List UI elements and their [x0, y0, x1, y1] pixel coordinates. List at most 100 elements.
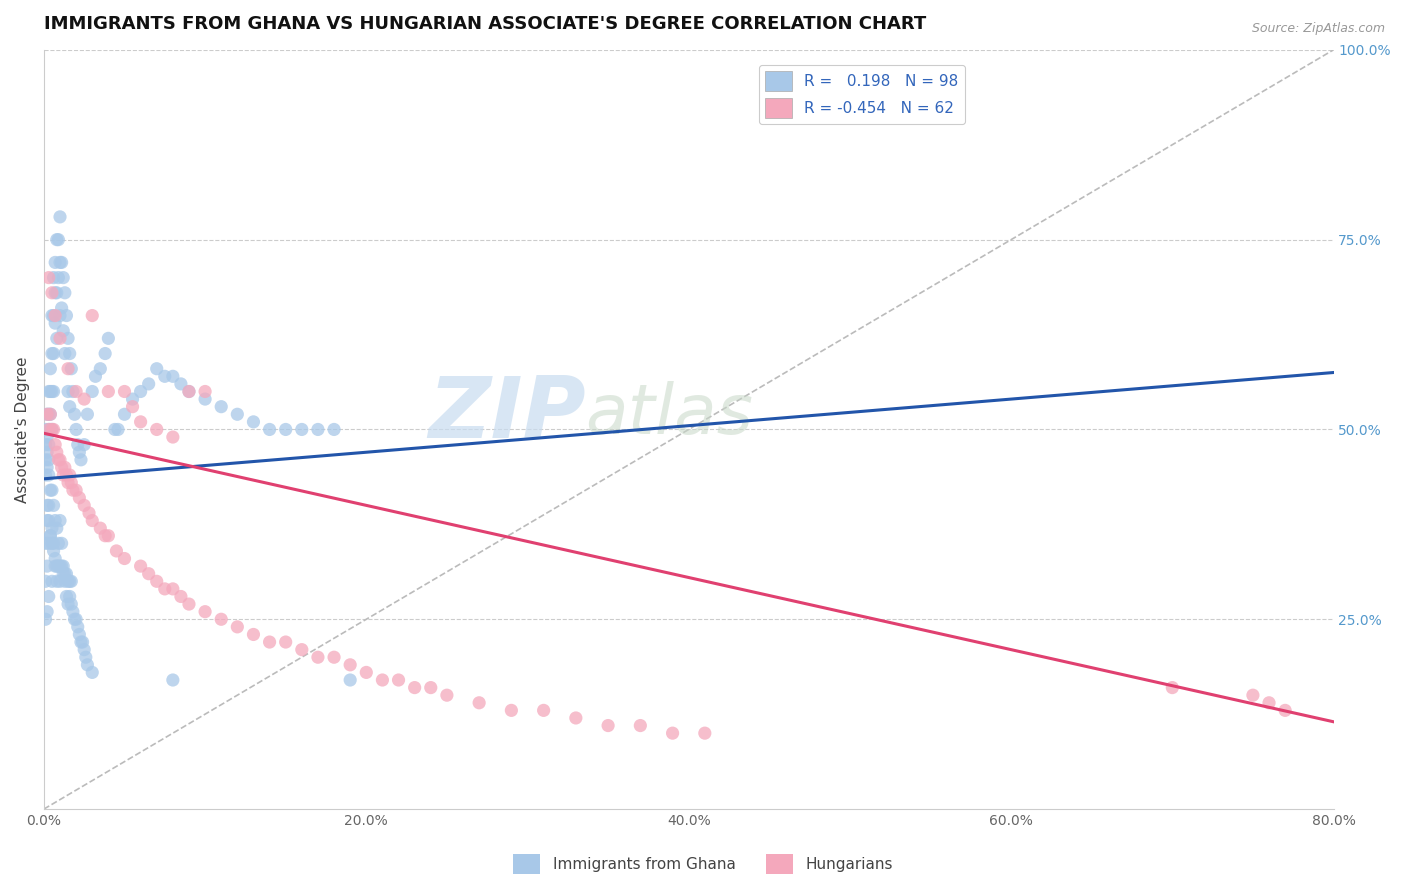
- Point: [39, 529, 62, 543]
- Point: [274, 635, 297, 649]
- Point: [565, 711, 588, 725]
- Point: [291, 422, 314, 436]
- Point: [41, 536, 63, 550]
- Point: [41, 346, 63, 360]
- Point: [51, 559, 73, 574]
- Point: [307, 650, 329, 665]
- Point: [73, 499, 96, 513]
- Point: [38, 468, 60, 483]
- Y-axis label: Associate's Degree: Associate's Degree: [15, 356, 30, 503]
- Point: [177, 384, 200, 399]
- Point: [1241, 688, 1264, 702]
- Point: [34, 452, 56, 467]
- Point: [66, 437, 89, 451]
- Point: [55, 309, 77, 323]
- Point: [49, 331, 72, 345]
- Text: IMMIGRANTS FROM GHANA VS HUNGARIAN ASSOCIATE'S DEGREE CORRELATION CHART: IMMIGRANTS FROM GHANA VS HUNGARIAN ASSOC…: [44, 15, 927, 33]
- Point: [70, 452, 93, 467]
- Point: [49, 452, 72, 467]
- Point: [121, 392, 143, 406]
- Point: [44, 285, 66, 300]
- Point: [34, 422, 56, 436]
- Point: [63, 407, 86, 421]
- Point: [628, 718, 651, 732]
- Point: [37, 559, 59, 574]
- Point: [44, 255, 66, 269]
- Point: [38, 536, 60, 550]
- Point: [37, 499, 59, 513]
- Point: [56, 361, 79, 376]
- Point: [56, 384, 79, 399]
- Point: [209, 400, 232, 414]
- Point: [339, 657, 361, 672]
- Point: [194, 384, 217, 399]
- Point: [105, 544, 128, 558]
- Point: [468, 696, 491, 710]
- Point: [114, 551, 136, 566]
- Point: [55, 566, 77, 581]
- Point: [339, 673, 361, 687]
- Point: [45, 233, 67, 247]
- Point: [44, 551, 66, 566]
- Point: [53, 346, 76, 360]
- Point: [53, 460, 76, 475]
- Point: [38, 422, 60, 436]
- Point: [49, 574, 72, 589]
- Point: [162, 369, 184, 384]
- Point: [44, 316, 66, 330]
- Point: [59, 400, 82, 414]
- Point: [39, 407, 62, 421]
- Point: [56, 475, 79, 490]
- Point: [114, 384, 136, 399]
- Point: [42, 536, 65, 550]
- Point: [65, 612, 87, 626]
- Point: [129, 384, 152, 399]
- Point: [138, 376, 160, 391]
- Point: [37, 605, 59, 619]
- Point: [44, 309, 66, 323]
- Point: [42, 346, 65, 360]
- Point: [51, 255, 73, 269]
- Point: [162, 430, 184, 444]
- Point: [42, 384, 65, 399]
- Point: [82, 514, 104, 528]
- Point: [436, 688, 458, 702]
- Point: [162, 582, 184, 596]
- Point: [76, 657, 98, 672]
- Point: [52, 468, 75, 483]
- Point: [97, 331, 120, 345]
- Point: [242, 627, 264, 641]
- Point: [598, 718, 620, 732]
- Point: [77, 506, 100, 520]
- Point: [34, 574, 56, 589]
- Point: [59, 574, 82, 589]
- Point: [41, 521, 63, 535]
- Point: [67, 491, 90, 505]
- Text: atlas: atlas: [585, 381, 754, 448]
- Point: [44, 514, 66, 528]
- Point: [138, 566, 160, 581]
- Point: [84, 369, 107, 384]
- Point: [38, 422, 60, 436]
- Point: [356, 665, 378, 680]
- Point: [39, 384, 62, 399]
- Point: [97, 384, 120, 399]
- Point: [55, 590, 77, 604]
- Point: [37, 407, 59, 421]
- Point: [62, 384, 84, 399]
- Point: [89, 361, 111, 376]
- Point: [52, 566, 75, 581]
- Point: [661, 726, 683, 740]
- Point: [48, 559, 70, 574]
- Point: [53, 285, 76, 300]
- Point: [153, 582, 176, 596]
- Point: [194, 605, 217, 619]
- Point: [129, 559, 152, 574]
- Point: [1258, 696, 1281, 710]
- Point: [42, 422, 65, 436]
- Point: [41, 422, 63, 436]
- Point: [59, 468, 82, 483]
- Point: [56, 597, 79, 611]
- Text: Source: ZipAtlas.com: Source: ZipAtlas.com: [1251, 22, 1385, 36]
- Point: [274, 422, 297, 436]
